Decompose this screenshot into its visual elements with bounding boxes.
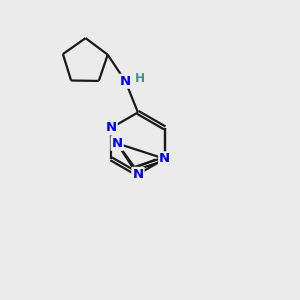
Text: N: N [120, 75, 131, 88]
Text: N: N [159, 152, 170, 165]
Text: N: N [112, 137, 123, 150]
Text: H: H [134, 72, 145, 86]
Text: N: N [106, 122, 117, 134]
Text: N: N [132, 168, 143, 181]
